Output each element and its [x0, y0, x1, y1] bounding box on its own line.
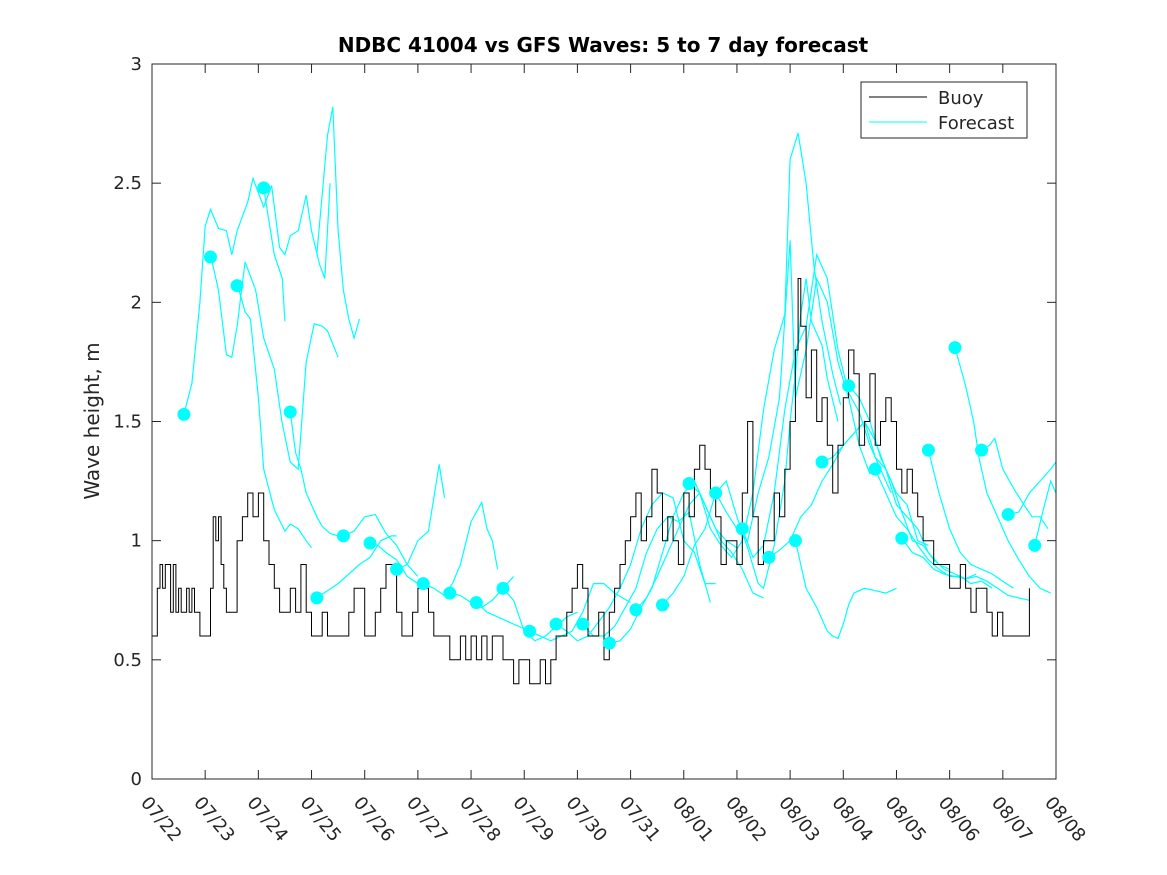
forecast-marker [390, 562, 404, 576]
forecast-line [343, 513, 419, 577]
chart-title: NDBC 41004 vs GFS Waves: 5 to 7 day fore… [338, 33, 869, 57]
buoy-series [152, 278, 1030, 685]
forecast-line [662, 278, 839, 606]
forecast-marker [443, 586, 457, 600]
forecast-marker [655, 598, 669, 612]
forecast-marker [868, 462, 882, 476]
forecast-line [316, 535, 397, 599]
forecast-marker [629, 603, 643, 617]
y-tick-label: 3 [131, 54, 142, 75]
plot-area [151, 63, 1057, 780]
forecast-line [316, 106, 360, 341]
forecast-marker [177, 407, 191, 421]
y-tick-label: 0 [131, 769, 142, 790]
forecast-marker [257, 181, 271, 195]
forecast-line [502, 587, 578, 642]
forecast-marker [1028, 538, 1042, 552]
y-tick-label: 1.5 [113, 412, 142, 433]
forecast-line [1034, 479, 1057, 546]
forecast-line [263, 187, 286, 322]
forecast-line [741, 252, 892, 559]
forecast-marker [709, 486, 723, 500]
forecast-line [422, 500, 499, 597]
forecast-marker [416, 577, 430, 591]
y-axis: 0 0.5 1 1.5 2 2.5 3 [113, 54, 1056, 790]
legend-box [860, 81, 1028, 139]
forecast-marker [310, 591, 324, 605]
forecast-marker [336, 529, 350, 543]
forecast-marker [203, 250, 217, 264]
forecast-markers [177, 181, 1042, 650]
forecast-line [236, 283, 312, 549]
y-tick-label: 2.5 [113, 173, 142, 194]
forecast-marker [762, 550, 776, 564]
forecast-marker [815, 455, 829, 469]
buoy-line [152, 278, 1030, 685]
forecast-marker [469, 596, 483, 610]
y-tick-label: 0.5 [113, 650, 142, 671]
y-tick-label: 1 [131, 531, 142, 552]
forecast-marker [496, 581, 510, 595]
forecast-line [289, 411, 339, 537]
forecast-line [927, 449, 1014, 589]
forecast-line [1007, 461, 1057, 516]
forecast-line [183, 176, 331, 415]
forecast-marker [682, 476, 696, 490]
forecast-marker [895, 531, 909, 545]
forecast-marker [921, 443, 935, 457]
y-tick-label: 2 [131, 292, 142, 313]
forecast-line [794, 540, 897, 640]
forecast-marker [975, 443, 989, 457]
forecast-marker [602, 636, 616, 650]
y-axis-label: Wave height, m [80, 342, 104, 499]
forecast-marker [576, 617, 590, 631]
forecast-marker [842, 379, 856, 393]
forecast-marker [283, 405, 297, 419]
forecast-marker [1001, 507, 1015, 521]
legend-label-forecast: Forecast [938, 113, 1014, 134]
legend-label-buoy: Buoy [938, 88, 984, 109]
forecast-marker [549, 617, 563, 631]
forecast-line [396, 464, 446, 570]
forecast-marker [788, 534, 802, 548]
forecast-line [954, 347, 1051, 594]
forecast-marker [948, 341, 962, 355]
forecast-marker [735, 522, 749, 536]
forecast-marker [523, 624, 537, 638]
plot-frame [152, 64, 1056, 779]
forecast-line [688, 132, 842, 559]
forecast-line [209, 254, 339, 471]
forecast-line [555, 492, 716, 642]
legend: Buoy Forecast [860, 81, 1028, 139]
forecast-line [981, 436, 1049, 530]
forecast-marker [230, 279, 244, 293]
forecast-marker [363, 536, 377, 550]
